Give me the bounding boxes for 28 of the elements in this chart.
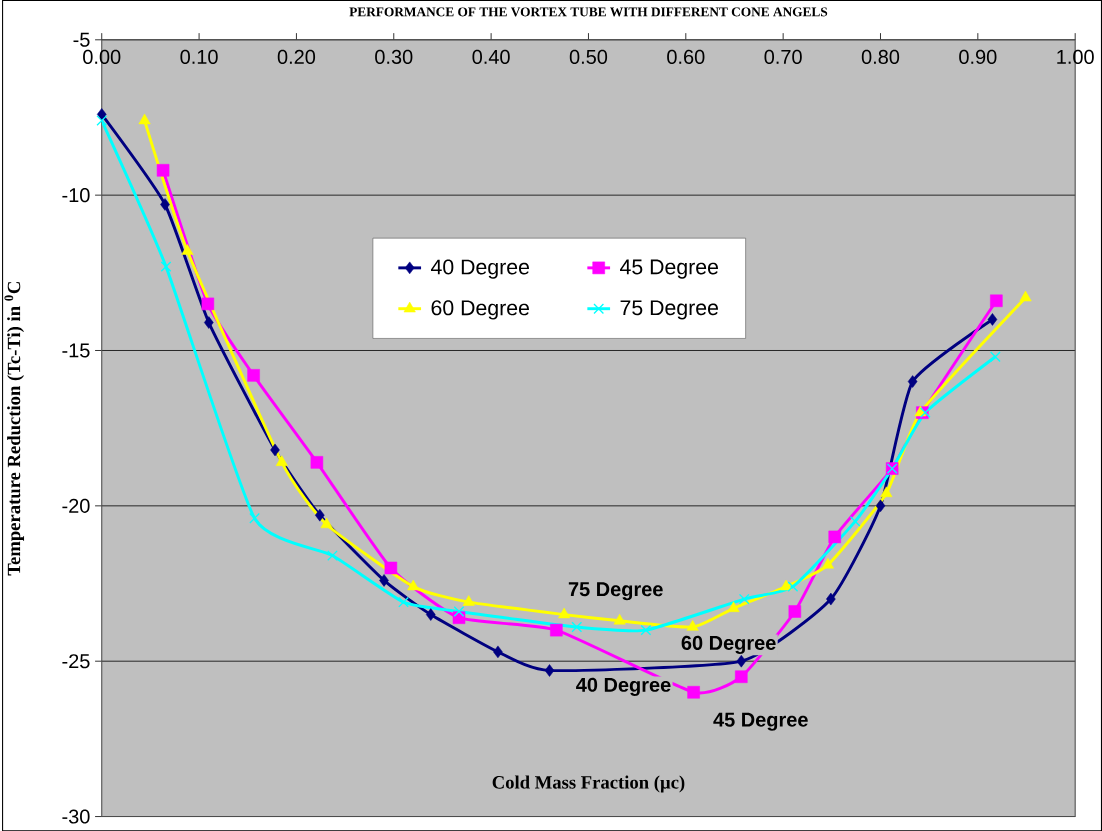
x-tick-label: 0.20 (277, 49, 316, 64)
x-tick-label: 0.40 (472, 49, 510, 64)
x-tick-label: 0.70 (764, 49, 802, 64)
x-tick-label: 1.00 (1057, 49, 1094, 64)
legend-label: 60 Degree (431, 300, 529, 320)
x-tick-label: 0.30 (375, 49, 413, 64)
x-axis-title: Cold Mass Fraction (µc) (492, 775, 685, 793)
annotation: 45 Degree (713, 712, 808, 731)
chart-title: PERFORMANCE OF THE VORTEX TUBE WITH DIFFERENT CONE ANGELS (349, 7, 828, 17)
legend-label: 75 Degree (620, 300, 718, 320)
y-tick-label: -5 (73, 32, 90, 47)
legend-label: 40 Degree (430, 259, 529, 279)
annotation: 60 Degree (681, 635, 776, 654)
x-tick-label: 0.00 (83, 49, 121, 64)
y-tick-label: -30 (62, 809, 90, 824)
x-tick-label: 0.50 (569, 49, 608, 64)
annotation: 40 Degree (576, 677, 671, 696)
x-tick-label: 0.80 (861, 49, 900, 64)
x-tick-label: 0.90 (959, 49, 997, 64)
legend-label: 45 Degree (620, 259, 718, 279)
y-axis-title: Temperature Reduction (Tc-Ti) in $^{0}$C (4, 281, 25, 576)
x-tick-label: 0.10 (180, 49, 218, 64)
x-tick-label: 0.60 (667, 49, 705, 64)
y-tick-label: -25 (62, 653, 90, 669)
y-tick-label: -10 (62, 187, 90, 203)
y-tick-label: -20 (62, 498, 90, 513)
y-tick-label: -15 (62, 343, 90, 358)
annotation: 75 Degree (568, 582, 663, 601)
